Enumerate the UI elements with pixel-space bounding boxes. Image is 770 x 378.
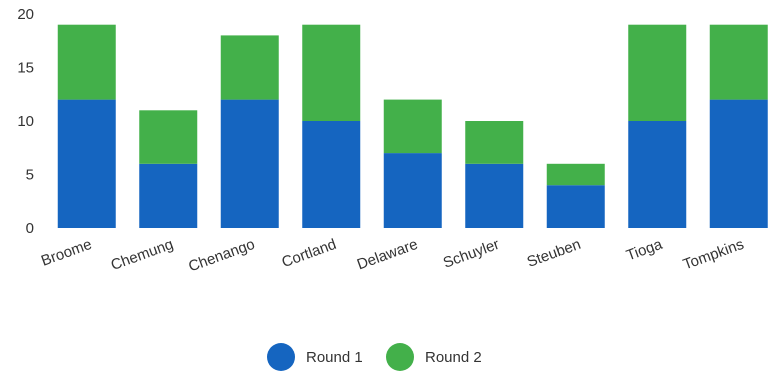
y-axis: 0 5 10 15 20 xyxy=(17,6,34,237)
y-tick-label: 0 xyxy=(26,220,34,237)
bar-tompkins-round-2[interactable] xyxy=(709,24,768,100)
x-tick-label: Cortland xyxy=(280,236,339,271)
x-axis: Broome Chemung Chenango Cortland Delaware Sch… xyxy=(39,236,746,276)
legend-label[interactable]: Round 2 xyxy=(425,349,482,366)
bar-broome-round-1[interactable] xyxy=(57,99,116,228)
legend: Round 1 Round 2 xyxy=(267,343,482,371)
x-tick-label: Chenango xyxy=(186,236,257,276)
bar-tompkins-round-1[interactable] xyxy=(709,99,768,228)
bar-cortland-round-2[interactable] xyxy=(302,24,361,122)
x-tick-label: Chemung xyxy=(109,236,176,274)
legend-swatch-round-2[interactable] xyxy=(386,343,414,371)
bar-tioga-round-2[interactable] xyxy=(628,24,687,122)
bar-schuyler-round-1[interactable] xyxy=(465,163,524,228)
x-tick-label: Delaware xyxy=(355,236,420,274)
bars xyxy=(57,24,768,228)
x-tick-label: Broome xyxy=(39,236,94,270)
bar-tioga-round-1[interactable] xyxy=(628,121,687,228)
bar-delaware-round-1[interactable] xyxy=(383,153,442,228)
legend-label[interactable]: Round 1 xyxy=(306,349,363,366)
x-tick-label: Tioga xyxy=(624,236,665,265)
bar-schuyler-round-2[interactable] xyxy=(465,121,524,164)
x-tick-label: Schuyler xyxy=(441,236,502,272)
legend-swatch-round-1[interactable] xyxy=(267,343,295,371)
y-tick-label: 15 xyxy=(17,60,34,77)
bar-chenango-round-2[interactable] xyxy=(220,35,279,100)
bar-steuben-round-1[interactable] xyxy=(546,185,605,228)
y-tick-label: 20 xyxy=(17,6,34,23)
bar-chemung-round-1[interactable] xyxy=(139,163,198,228)
bar-chemung-round-2[interactable] xyxy=(139,110,198,164)
y-tick-label: 10 xyxy=(17,113,34,130)
x-tick-label: Steuben xyxy=(525,236,583,271)
bar-cortland-round-1[interactable] xyxy=(302,121,361,228)
bar-chenango-round-1[interactable] xyxy=(220,99,279,228)
bar-broome-round-2[interactable] xyxy=(57,24,116,100)
y-tick-label: 5 xyxy=(26,167,34,184)
x-tick-label: Tompkins xyxy=(681,236,746,274)
bar-steuben-round-2[interactable] xyxy=(546,163,605,186)
bar-delaware-round-2[interactable] xyxy=(383,99,442,154)
